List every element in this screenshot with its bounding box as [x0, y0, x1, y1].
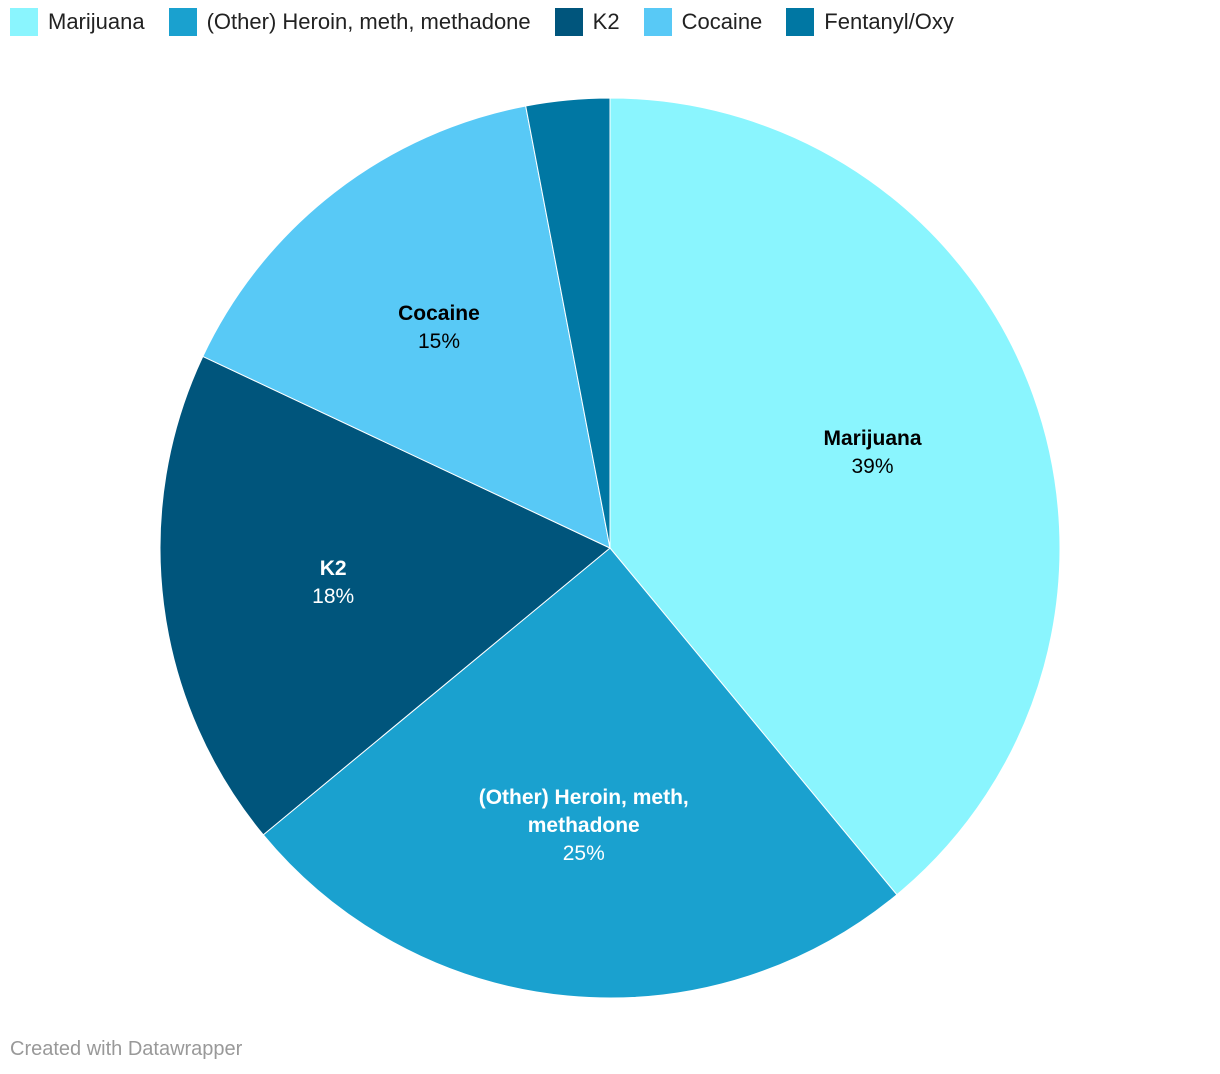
slice-value: 39% — [851, 455, 894, 479]
credit: Created with Datawrapper — [10, 1038, 243, 1060]
legend-swatch — [786, 8, 815, 36]
slice-name: Marijuana — [823, 427, 922, 451]
legend-label: Fentanyl/Oxy — [824, 9, 954, 34]
legend-swatch — [10, 8, 38, 36]
legend: Marijuana (Other) Heroin, meth, methadone… — [10, 8, 954, 36]
legend-item: K2 — [554, 8, 620, 36]
slice-label: (Other) Heroin, meth, methadone 25% — [454, 784, 714, 868]
slice-label: Marijuana 39% — [743, 425, 1003, 481]
legend-item: Cocaine — [643, 8, 763, 36]
legend-swatch — [643, 8, 672, 36]
legend-item: Fentanyl/Oxy — [786, 8, 954, 36]
slice-label: Cocaine 15% — [309, 300, 569, 356]
slice-value: 25% — [562, 841, 605, 865]
pie-slice — [609, 97, 1061, 896]
slice-name: (Other) Heroin, meth, methadone — [478, 785, 689, 837]
pie-slice — [159, 355, 611, 836]
legend-swatch — [554, 8, 583, 36]
slice-value: 15% — [417, 329, 460, 353]
pie-slice — [525, 97, 611, 549]
pie-slice — [202, 105, 611, 549]
legend-swatch — [168, 8, 197, 36]
slice-value: 18% — [312, 584, 355, 608]
legend-label: Cocaine — [681, 9, 763, 34]
legend-label: K2 — [592, 9, 620, 34]
legend-label: (Other) Heroin, meth, methadone — [206, 9, 531, 34]
pie-slice — [262, 547, 898, 999]
slice-name: Cocaine — [398, 301, 480, 325]
legend-label: Marijuana — [48, 9, 145, 34]
slice-label: K2 18% — [203, 555, 463, 611]
legend-item: (Other) Heroin, meth, methadone — [168, 8, 531, 36]
legend-item: Marijuana — [10, 8, 145, 36]
slice-name: K2 — [319, 556, 347, 580]
